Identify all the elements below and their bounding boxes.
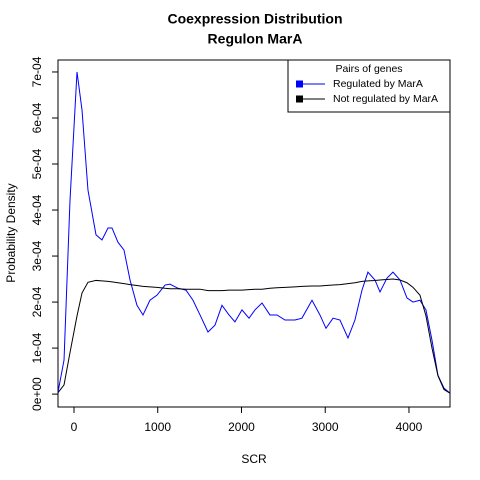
y-tick-label: 5e-04: [30, 148, 44, 179]
y-tick-label: 7e-04: [30, 56, 44, 87]
legend-label: Regulated by MarA: [333, 78, 423, 90]
x-tick-label: 4000: [396, 420, 423, 434]
legend-title: Pairs of genes: [335, 63, 402, 75]
plot-frame: [57, 59, 451, 408]
legend-swatch: [296, 80, 303, 88]
x-tick-label: 0: [71, 420, 78, 434]
x-axis-label: SCR: [241, 452, 267, 466]
y-tick-label: 6e-04: [30, 102, 44, 133]
x-tick-label: 1000: [144, 420, 171, 434]
y-axis-label: Probability Density: [4, 183, 18, 282]
chart-subtitle: Regulon MarA: [208, 31, 303, 47]
legend-box: [287, 59, 451, 113]
chart-title: Coexpression Distribution: [167, 11, 342, 27]
legend-label: Not regulated by MarA: [333, 93, 438, 105]
series-line: [57, 71, 451, 394]
x-tick-label: 3000: [312, 420, 339, 434]
y-tick-label: 0e+00: [30, 377, 44, 411]
legend-swatch: [296, 95, 303, 103]
x-tick-label: 2000: [228, 420, 255, 434]
y-tick-label: 2e-04: [30, 286, 44, 317]
y-tick-label: 1e-04: [30, 332, 44, 363]
y-tick-label: 4e-04: [30, 194, 44, 225]
series-line: [57, 278, 451, 394]
y-tick-label: 3e-04: [30, 240, 44, 271]
